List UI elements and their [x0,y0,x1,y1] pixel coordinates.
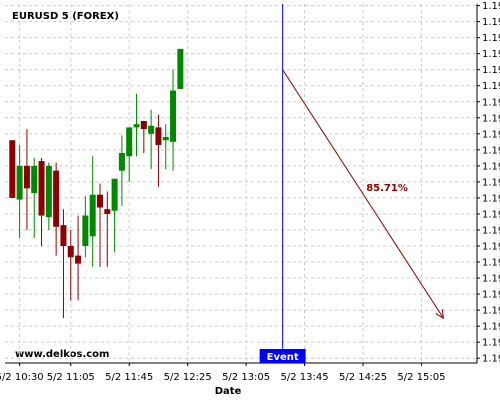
candle-body [96,194,103,208]
y-tick-label: 1.1970 [482,274,500,285]
chart-title: EURUSD 5 (FOREX) [12,11,119,22]
y-tick-label: 1.1981 [482,97,500,108]
candle-body [111,178,118,211]
candle-body [16,165,23,200]
x-tick-label: 5/2 10:30 [0,372,44,383]
y-tick-label: 1.1966 [482,338,500,349]
y-tick-label: 1.1971 [482,258,500,269]
x-tick-label: 5/2 13:45 [281,372,329,383]
y-tick-label: 1.1965 [482,354,500,365]
y-tick-label: 1.1973 [482,225,500,236]
x-tick-label: 5/2 11:05 [47,372,95,383]
candle-body [23,165,30,189]
candle-body [67,246,74,258]
x-tick-label: 5/2 12:25 [164,372,212,383]
x-tick-label: 5/2 14:25 [339,372,387,383]
candle-body [38,161,45,216]
candle-body [148,125,155,134]
y-tick-label: 1.1974 [482,209,500,220]
candle-body [162,137,169,141]
y-tick-label: 1.1972 [482,242,500,253]
y-tick-label: 1.1987 [482,1,500,12]
x-axis-label: Date [215,386,242,397]
y-tick-label: 1.1968 [482,306,500,317]
candle-body [177,48,184,89]
y-tick-label: 1.1985 [482,33,500,44]
y-tick-label: 1.1969 [482,290,500,301]
y-tick-label: 1.1986 [482,17,500,28]
candle-body [104,209,111,214]
candle-body [75,255,82,264]
event-label-box [259,349,306,363]
candle-body [133,124,140,128]
candle-body [170,90,177,142]
x-tick-label: 5/2 15:05 [397,372,445,383]
y-tick-label: 1.1984 [482,49,500,60]
arrow-line [282,69,444,319]
y-tick-label: 1.1982 [482,81,500,92]
y-tick-label: 1.1979 [482,129,500,140]
y-tick-label: 1.1983 [482,65,500,76]
arrow-label: 85.71% [366,183,408,194]
y-tick-label: 1.1980 [482,113,500,124]
arrow-head [435,309,445,320]
watermark: www.delkos.com [15,349,109,360]
y-tick-label: 1.1978 [482,145,500,156]
candle-body [155,127,162,146]
candle-body [31,165,38,194]
candle-body [9,140,16,198]
y-tick-label: 1.1977 [482,161,500,172]
y-tick-label: 1.1967 [482,322,500,333]
event-label: Event [267,352,299,363]
y-tick-label: 1.1975 [482,193,500,204]
candle-body [118,153,125,171]
candle-body [53,170,60,227]
candle-body [60,225,67,247]
y-tick-label: 1.1976 [482,177,500,188]
x-tick-label: 5/2 13:05 [222,372,270,383]
candle-body [45,165,52,218]
candle-body [89,194,96,237]
x-tick-label: 5/2 11:45 [105,372,153,383]
candle-body [126,127,133,157]
candle-body [140,120,147,130]
candle-body [82,215,89,247]
